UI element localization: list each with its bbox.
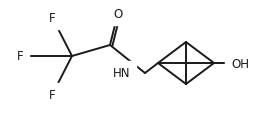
Text: O: O	[113, 7, 123, 20]
Text: F: F	[17, 50, 23, 63]
Text: HN: HN	[113, 67, 131, 80]
Text: F: F	[49, 89, 55, 102]
Text: OH: OH	[231, 57, 249, 70]
Text: F: F	[49, 11, 55, 24]
